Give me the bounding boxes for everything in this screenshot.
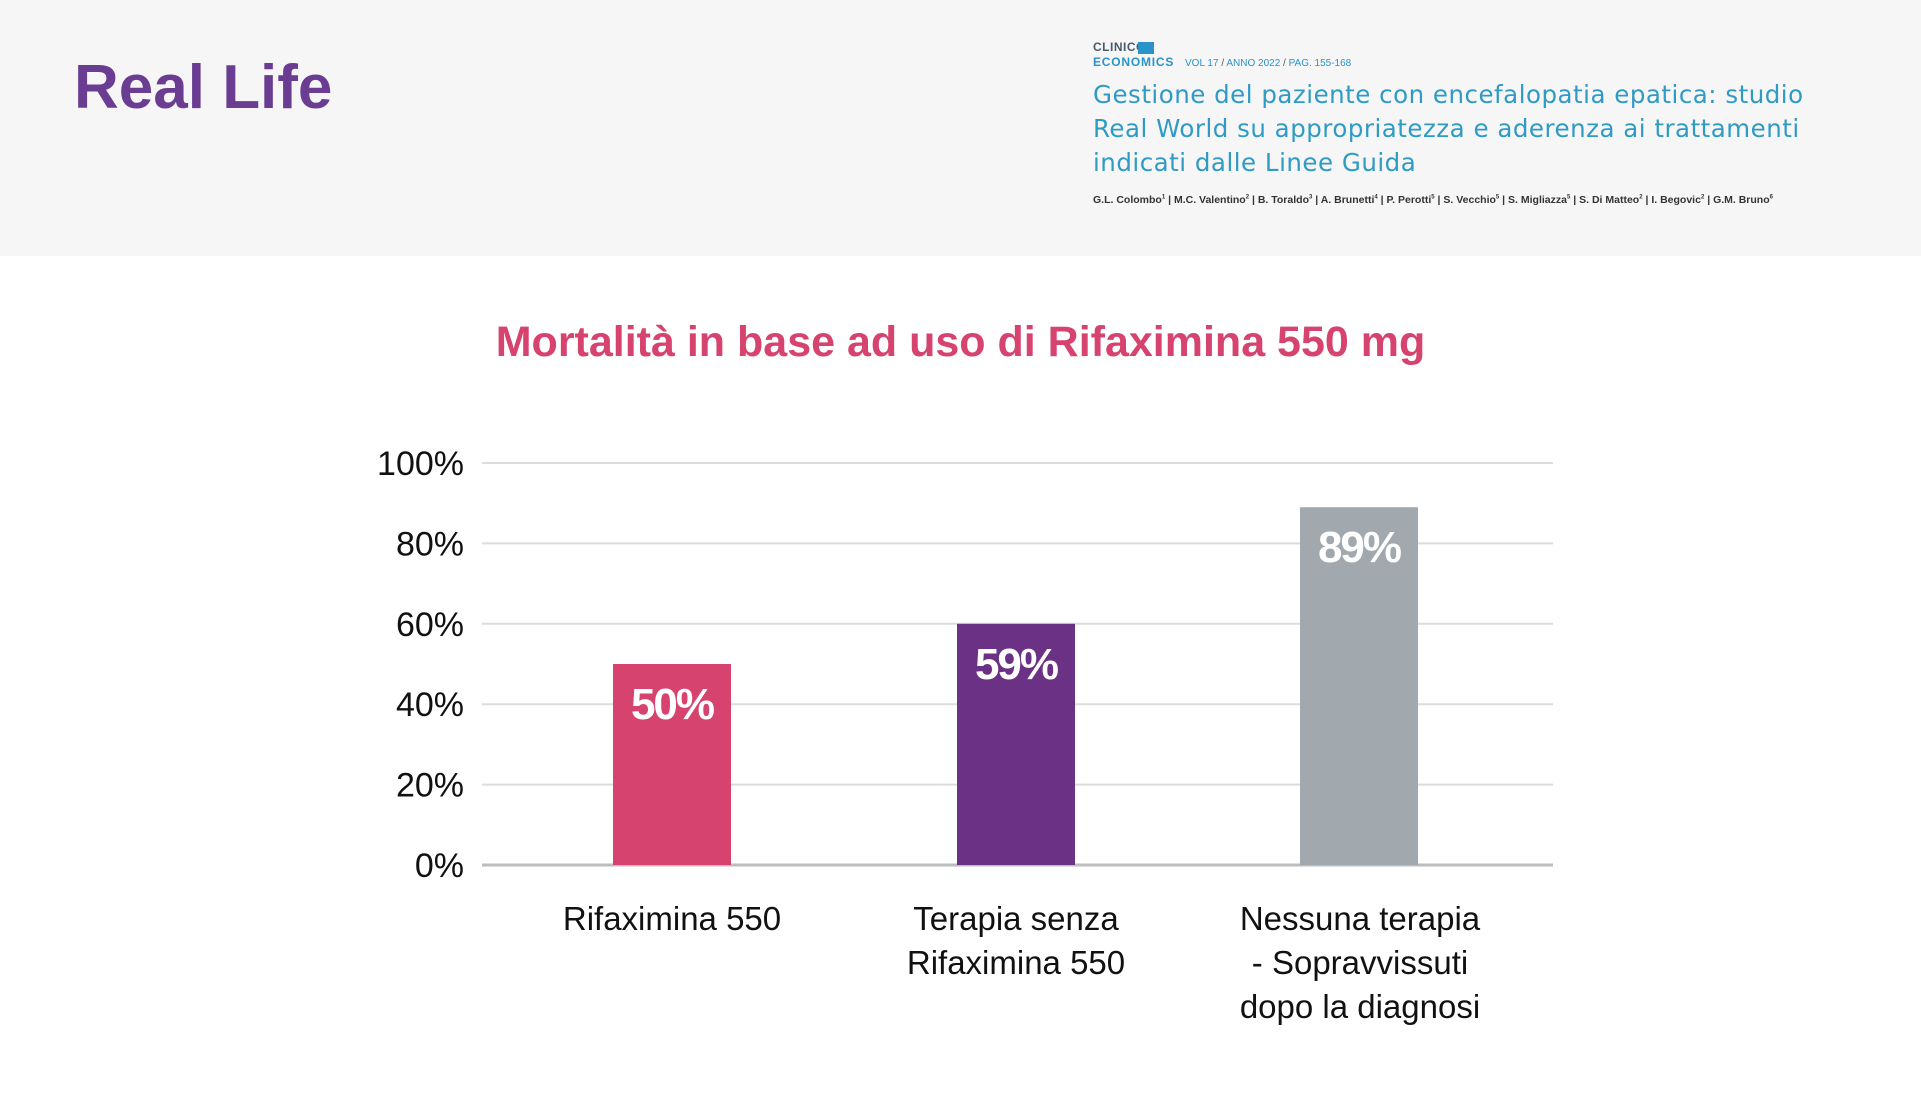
author-separator: | xyxy=(1312,194,1321,206)
author-name: M.C. Valentino xyxy=(1173,194,1246,206)
author-name: I. Begovic xyxy=(1651,194,1701,206)
author-name: S. Di Matteo xyxy=(1579,194,1640,206)
y-tick-label: 100% xyxy=(377,445,464,483)
section-title: Real Life xyxy=(74,53,333,122)
y-tick-label: 40% xyxy=(396,686,464,724)
y-tick-label: 80% xyxy=(396,525,464,563)
journal-header: CLINICO ECONOMICS VOL 17 / ANNO 2022 / P… xyxy=(1093,40,1893,70)
bar-data-label: 59% xyxy=(975,640,1058,689)
author-name: S. Vecchio xyxy=(1443,194,1496,206)
bar xyxy=(1300,507,1418,865)
x-category-label: Rifaximina 550 xyxy=(563,900,781,937)
journal-pag: PAG. 155-168 xyxy=(1288,58,1352,69)
bar-data-label: 89% xyxy=(1318,523,1401,572)
author-separator: | xyxy=(1377,194,1387,206)
author-separator: | xyxy=(1434,194,1444,206)
bar xyxy=(957,623,1075,865)
x-category-label: dopo la diagnosi xyxy=(1240,988,1480,1025)
article-title-line: Real World su appropriatezza e aderenza … xyxy=(1093,114,1800,143)
author-name: A. Brunetti xyxy=(1320,194,1375,206)
journal-logo-line1: CLINICO xyxy=(1093,40,1146,54)
journal-issue: VOL 17 / ANNO 2022 / PAG. 155-168 xyxy=(1185,58,1352,69)
bar xyxy=(613,664,731,865)
chart-title: Mortalità in base ad uso di Rifaximina 5… xyxy=(495,318,1426,366)
author-separator: | xyxy=(1249,194,1258,206)
journal-logo-square xyxy=(1138,42,1154,54)
journal-vol: VOL 17 xyxy=(1185,58,1219,69)
x-category-label: Rifaximina 550 xyxy=(907,944,1125,981)
journal-logo-line2: ECONOMICS xyxy=(1093,55,1175,69)
x-category-label: Terapia senza xyxy=(913,900,1119,937)
author-name: B. Toraldo xyxy=(1257,194,1309,206)
x-category-label: - Sopravvissuti xyxy=(1252,944,1468,981)
header-band xyxy=(0,0,1921,256)
x-category-label: Nessuna terapia xyxy=(1240,900,1481,937)
author-separator: | xyxy=(1570,194,1580,206)
y-tick-label: 0% xyxy=(415,847,464,885)
author-affiliation: 2 xyxy=(1700,194,1705,201)
y-tick-label: 60% xyxy=(396,606,464,644)
author-separator: | xyxy=(1499,194,1509,206)
author-affiliation: 6 xyxy=(1769,194,1773,201)
article-title-line: Gestione del paziente con encefalopatia … xyxy=(1093,80,1804,109)
author-affiliation: 5 xyxy=(1495,194,1500,201)
journal-anno: ANNO 2022 xyxy=(1226,58,1281,69)
author-name: P. Perotti xyxy=(1386,194,1432,206)
author-affiliation: 5 xyxy=(1431,194,1435,201)
author-name: S. Migliazza xyxy=(1508,194,1567,206)
author-separator: | xyxy=(1704,194,1714,206)
author-affiliation: 2 xyxy=(1245,194,1250,201)
author-name: G.L. Colombo xyxy=(1093,194,1162,206)
author-affiliation: 3 xyxy=(1308,194,1313,201)
author-name: G.M. Bruno xyxy=(1713,194,1770,206)
article-title: Gestione del paziente con encefalopatia … xyxy=(1093,78,1893,180)
author-affiliation: 5 xyxy=(1566,194,1571,201)
author-separator: | xyxy=(1642,194,1652,206)
author-separator: | xyxy=(1165,194,1174,206)
article-citation: CLINICO ECONOMICS VOL 17 / ANNO 2022 / P… xyxy=(1093,40,1893,206)
author-list: G.L. Colombo1 | M.C. Valentino2 | B. Tor… xyxy=(1093,194,1893,206)
author-affiliation: 2 xyxy=(1639,194,1643,201)
author-affiliation: 1 xyxy=(1161,194,1166,201)
article-title-line: indicati dalle Linee Guida xyxy=(1093,148,1417,177)
y-tick-label: 20% xyxy=(396,767,464,805)
author-affiliation: 4 xyxy=(1374,194,1378,201)
bar-data-label: 50% xyxy=(631,680,714,729)
